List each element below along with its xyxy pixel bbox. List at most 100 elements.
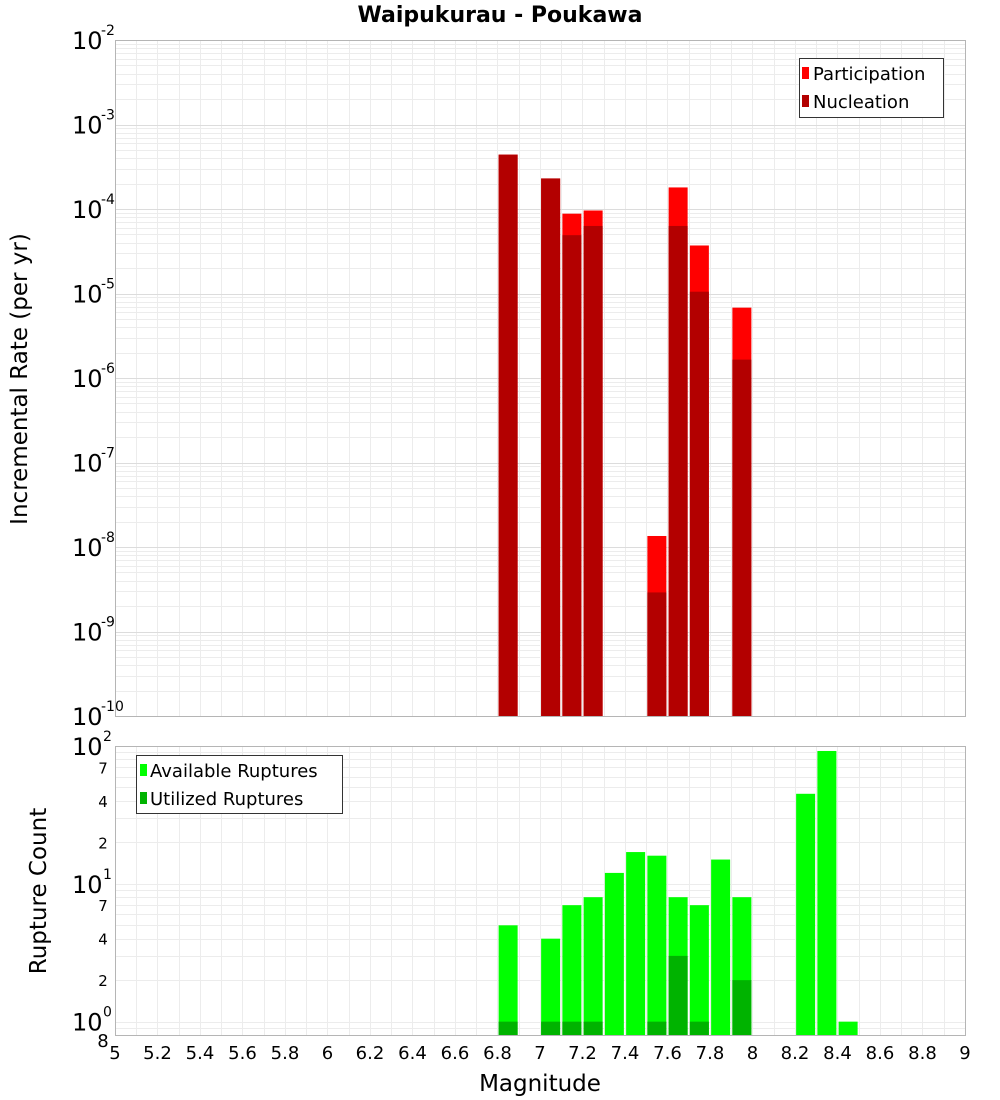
x-tick-label: 8 xyxy=(747,1043,758,1064)
x-tick-label: 6.4 xyxy=(398,1043,427,1064)
legend-swatch-utilized xyxy=(140,792,147,804)
available-ruptures-bar xyxy=(711,859,731,1035)
nucleation-bar xyxy=(732,359,752,716)
x-tick-label: 8.6 xyxy=(866,1043,895,1064)
y-minor-tick-label: 2 xyxy=(98,972,108,990)
y-tick-label: 10 xyxy=(72,1009,103,1037)
available-ruptures-bar xyxy=(796,793,816,1035)
x-tick-label: 5.2 xyxy=(143,1043,172,1064)
y-tick-label: 10 xyxy=(72,112,103,140)
nucleation-bar xyxy=(498,154,518,717)
utilized-ruptures-bar xyxy=(583,1021,603,1035)
y-tick-exponent: 0 xyxy=(103,1005,112,1021)
x-tick-label: 5.8 xyxy=(271,1043,300,1064)
y-minor-tick-label: 2 xyxy=(98,834,108,852)
x-tick-label: 6.8 xyxy=(483,1043,512,1064)
utilized-ruptures-bar xyxy=(689,1021,709,1035)
available-ruptures-bar xyxy=(562,905,582,1035)
y-tick-exponent: -10 xyxy=(101,699,124,715)
y-tick-label: 10 xyxy=(72,365,103,393)
bottom-legend: Available Ruptures Utilized Ruptures xyxy=(136,755,343,814)
top-y-axis-title: Incremental Rate (per yr) xyxy=(7,233,33,525)
y-tick-label: 10 xyxy=(72,196,103,224)
available-ruptures-bar xyxy=(647,855,667,1035)
legend-label-available: Available Ruptures xyxy=(150,761,318,782)
y-tick-exponent: 1 xyxy=(103,867,112,883)
bottom-y-axis-title: Rupture Count xyxy=(26,808,52,974)
x-tick-label: 6.2 xyxy=(356,1043,385,1064)
available-ruptures-bar xyxy=(817,750,837,1035)
y-tick-exponent: -4 xyxy=(101,192,115,208)
legend-label-nucleation: Nucleation xyxy=(813,92,909,113)
available-ruptures-bar xyxy=(498,925,518,1035)
nucleation-bar xyxy=(647,592,667,716)
x-tick-label: 8.8 xyxy=(908,1043,937,1064)
nucleation-bar xyxy=(541,178,561,717)
available-ruptures-bar xyxy=(838,1021,858,1035)
available-ruptures-bar xyxy=(541,938,561,1035)
legend-swatch-available xyxy=(140,764,147,776)
top-legend-box xyxy=(799,58,944,118)
y-tick-exponent: -8 xyxy=(101,530,115,546)
y-tick-exponent: -6 xyxy=(101,361,115,377)
y-tick-exponent: -2 xyxy=(101,23,115,39)
x-tick-label: 6.6 xyxy=(441,1043,470,1064)
y-tick-label: 10 xyxy=(72,450,103,478)
available-ruptures-bar xyxy=(583,897,603,1035)
x-tick-label: 5 xyxy=(109,1043,120,1064)
x-tick-label: 9 xyxy=(959,1043,970,1064)
y-tick-label: 10 xyxy=(72,733,103,761)
nucleation-bar xyxy=(668,225,688,716)
x-tick-label: 8.4 xyxy=(823,1043,852,1064)
utilized-ruptures-bar xyxy=(562,1021,582,1035)
utilized-ruptures-bar xyxy=(498,1021,518,1035)
y-tick-exponent: -3 xyxy=(101,108,115,124)
y-minor-tick-label: 4 xyxy=(98,793,108,811)
y-minor-tick-label: 4 xyxy=(98,931,108,949)
top-legend: Participation Nucleation xyxy=(799,58,944,118)
x-tick-label: 6 xyxy=(322,1043,333,1064)
utilized-ruptures-bar xyxy=(647,1021,667,1035)
utilized-ruptures-bar xyxy=(732,980,752,1035)
y-tick-exponent: -5 xyxy=(101,277,115,293)
utilized-ruptures-bar xyxy=(668,955,688,1035)
x-tick-label: 7.2 xyxy=(568,1043,597,1064)
y-tick-label: 10 xyxy=(72,619,103,647)
x-axis-title: Magnitude xyxy=(479,1071,601,1097)
utilized-ruptures-bar xyxy=(541,1021,561,1035)
x-tick-label: 5.4 xyxy=(186,1043,215,1064)
y-tick-exponent: -7 xyxy=(101,446,115,462)
chart-title: Waipukurau - Poukawa xyxy=(358,3,643,28)
legend-label-participation: Participation xyxy=(813,64,925,85)
y-minor-tick-label: 7 xyxy=(98,897,108,915)
y-tick-label: 10 xyxy=(72,281,103,309)
x-tick-label: 7.4 xyxy=(611,1043,640,1064)
top-y-tick-labels: 10-210-310-410-510-610-710-810-910-10 xyxy=(72,23,124,731)
legend-swatch-participation xyxy=(802,67,809,79)
bottom-plot-frame xyxy=(115,746,966,1036)
x-tick-label: 5.6 xyxy=(228,1043,257,1064)
available-ruptures-bar xyxy=(689,905,709,1035)
y-tick-label: 10 xyxy=(72,871,103,899)
y-tick-label: 10 xyxy=(72,534,103,562)
available-ruptures-bar xyxy=(626,852,646,1035)
nucleation-bar xyxy=(562,235,582,716)
x-tick-label: 7.6 xyxy=(653,1043,682,1064)
x-tick-label: 8.2 xyxy=(781,1043,810,1064)
x-tick-label: 7.8 xyxy=(696,1043,725,1064)
bottom-legend-box xyxy=(136,755,343,814)
nucleation-bar xyxy=(583,225,603,716)
y-tick-label: 10 xyxy=(72,27,103,55)
y-tick-exponent: -9 xyxy=(101,615,115,631)
available-ruptures-bar xyxy=(604,872,624,1035)
x-tick-labels: 5 5.2 5.4 5.6 5.8 6 6.2 6.4 6.6 6.8 7 7.2 7.4 7.6 7.8 8… xyxy=(109,1043,970,1064)
top-chart-bars xyxy=(498,154,752,717)
y-tick-label: 10 xyxy=(72,703,103,731)
bottom-chart-bars xyxy=(498,750,858,1035)
y-minor-tick-label: 8 xyxy=(97,1031,108,1052)
y-minor-tick-label: 7 xyxy=(98,759,108,777)
top-chart-gridlines xyxy=(115,40,966,717)
nucleation-bar xyxy=(689,291,709,716)
top-plot-frame xyxy=(115,40,966,717)
